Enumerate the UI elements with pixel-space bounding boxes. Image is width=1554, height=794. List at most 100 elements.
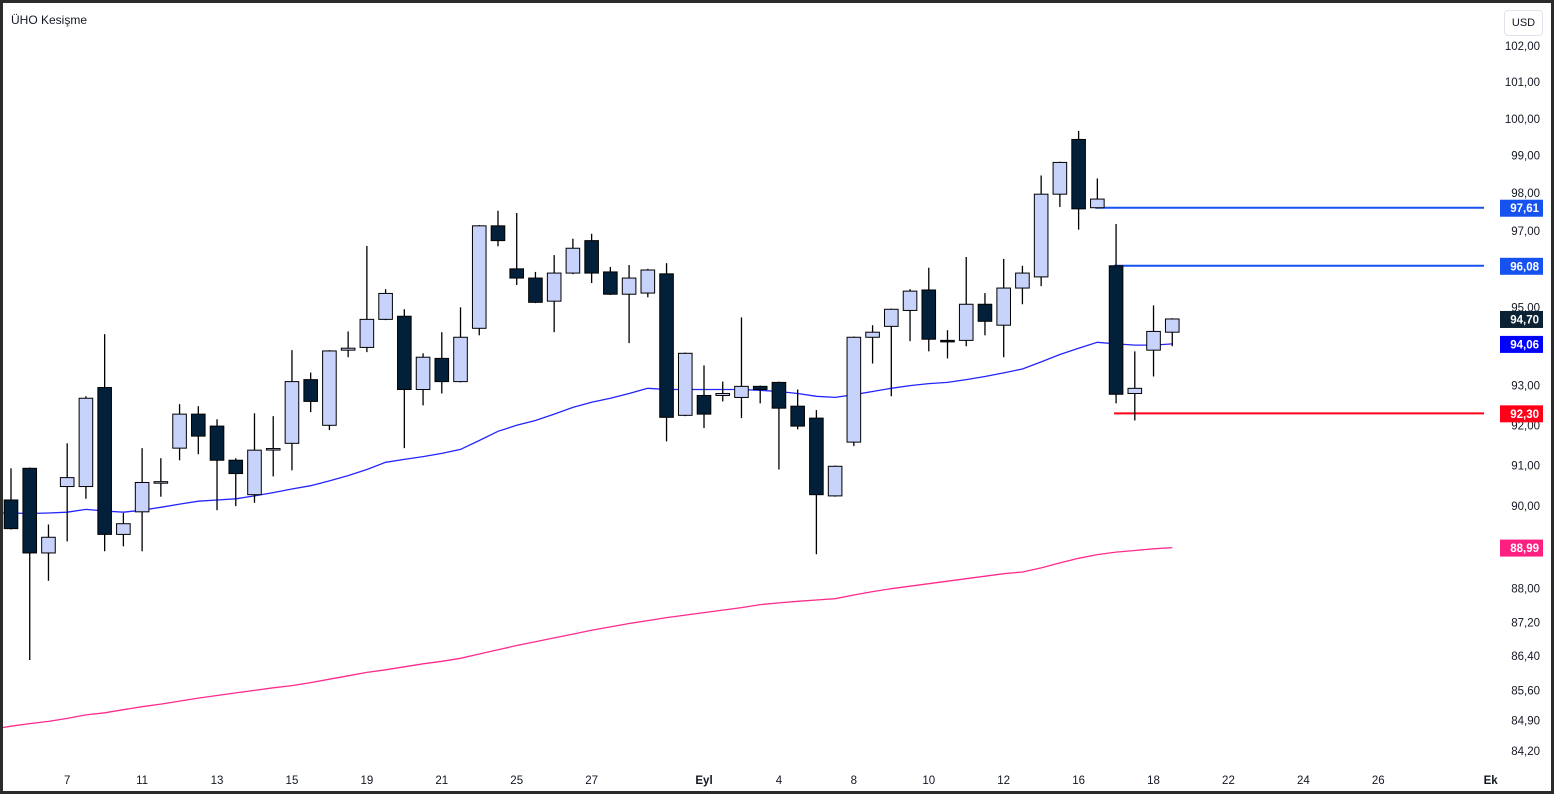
price-tick-label: 86,40 — [1511, 651, 1540, 663]
candle-body — [490, 225, 506, 242]
time-tick-label: 7 — [64, 775, 70, 787]
bull-candle — [322, 350, 337, 431]
bear-candle — [940, 330, 955, 359]
chart-title: ÜHO Kesişme — [11, 13, 88, 27]
bull-candle — [134, 448, 150, 552]
time-tick-label: Eyl — [695, 775, 712, 787]
bear-candle — [228, 458, 244, 507]
bull-candle — [1015, 265, 1030, 305]
time-tick-label: 24 — [1297, 775, 1310, 787]
bear-candle — [977, 293, 993, 336]
time-tick-label: 16 — [1072, 775, 1085, 787]
candle-body — [172, 413, 187, 449]
candle-body — [434, 357, 450, 383]
candle-body — [59, 477, 75, 488]
time-axis[interactable]: 7 11 13 15 19 21 25 27 Eyl 4 8 10 12 16 18 22 24 26 Ek — [64, 775, 1498, 787]
candle-body — [265, 448, 281, 451]
candle-body — [996, 287, 1011, 326]
bull-candle — [846, 336, 862, 447]
candle-body — [153, 481, 169, 484]
candle-body — [340, 347, 356, 351]
candle-body — [322, 350, 337, 426]
price-tick-label: 87,20 — [1511, 617, 1540, 629]
bull-candle — [359, 245, 375, 353]
bear-candle — [790, 389, 805, 430]
bull-candle — [1146, 305, 1161, 377]
price-tick-label: 92,00 — [1511, 420, 1540, 432]
candle-body — [228, 459, 244, 475]
last-price-label: 94,70 — [1510, 314, 1539, 326]
price-tick-label: 90,00 — [1511, 501, 1540, 513]
candle-body — [3, 499, 19, 530]
bear-candle — [584, 233, 599, 284]
time-tick-label: 8 — [851, 775, 857, 787]
bull-candle — [172, 404, 187, 461]
candle-body — [397, 315, 412, 391]
price-tick-label: 93,00 — [1511, 381, 1540, 393]
candle-body — [191, 413, 206, 437]
bear-candle — [191, 406, 206, 455]
bull-candle — [284, 350, 300, 471]
time-tick-label: 4 — [776, 775, 783, 787]
candle-body — [958, 303, 974, 341]
candle-body — [865, 331, 880, 338]
bear-candle — [659, 263, 674, 442]
price-tick-label: 98,00 — [1511, 188, 1540, 200]
candle-body — [1127, 387, 1143, 394]
price-tick-label: 101,00 — [1505, 77, 1540, 89]
bear-candle — [397, 309, 412, 449]
candle-body — [22, 467, 38, 554]
candle-body — [41, 536, 56, 554]
price-tick-label: 91,00 — [1511, 460, 1540, 472]
bull-candle — [884, 308, 899, 397]
price-tick-label: 100,00 — [1505, 114, 1540, 126]
candle-body — [902, 290, 918, 311]
time-tick-label: 12 — [997, 775, 1010, 787]
bear-candle — [3, 468, 19, 530]
bull-candle — [471, 225, 487, 336]
candle-body — [1146, 330, 1161, 351]
candle-body — [359, 318, 375, 348]
bear-candle — [528, 271, 543, 304]
currency-button[interactable]: USD — [1504, 10, 1543, 36]
bull-candle — [827, 465, 843, 497]
time-tick-label: Ek — [1484, 775, 1499, 787]
bull-candle — [996, 258, 1011, 358]
bull-candle — [415, 353, 431, 406]
bear-candle — [1071, 130, 1086, 230]
candle-body — [209, 425, 225, 461]
price-tick-label: 85,60 — [1511, 685, 1540, 697]
level-price-label: 96,08 — [1510, 261, 1539, 273]
level-price-label: 92,30 — [1510, 409, 1539, 421]
bull-candle — [958, 257, 974, 347]
bull-candle — [1164, 318, 1180, 347]
ma-fast-price-label: 94,06 — [1510, 339, 1539, 351]
time-tick-label: 27 — [585, 775, 598, 787]
bull-candle — [1052, 161, 1068, 207]
candle-body — [134, 481, 150, 513]
candle-body — [546, 272, 562, 302]
candle-body — [715, 392, 731, 396]
bull-candle — [565, 238, 581, 275]
candle-body — [734, 385, 749, 398]
bear-candle — [921, 267, 937, 352]
bull-candle — [265, 416, 281, 477]
bull-candle — [621, 265, 637, 344]
candle-body — [303, 379, 318, 402]
bear-candle — [603, 266, 618, 295]
candle-body — [1015, 272, 1030, 289]
candle-body — [116, 523, 131, 535]
price-axis[interactable]: 102,00101,00100,0099,0098,0097,0095,0093… — [1505, 41, 1540, 758]
bull-candle — [1090, 178, 1105, 209]
time-tick-label: 15 — [286, 775, 299, 787]
candle-body — [921, 289, 937, 340]
candle-body — [97, 387, 112, 535]
candle-body — [640, 269, 656, 294]
candlestick-chart[interactable]: 102,00101,00100,0099,0098,0097,0095,0093… — [3, 3, 1551, 791]
bull-candle — [378, 289, 393, 321]
time-tick-label: 21 — [435, 775, 448, 787]
bear-candle — [509, 212, 525, 285]
bull-candle — [1127, 351, 1143, 421]
bull-candle — [247, 413, 262, 503]
bull-candle — [546, 255, 562, 333]
